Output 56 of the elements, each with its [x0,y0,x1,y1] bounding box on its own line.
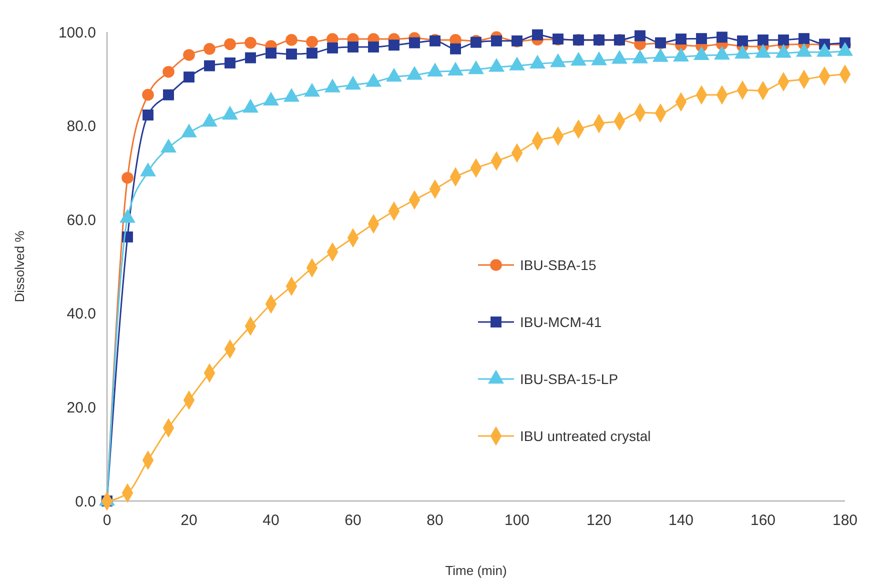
legend-label: IBU-MCM-41 [520,314,602,330]
point [163,89,174,100]
point [286,34,298,46]
point [306,48,318,59]
legend-label: IBU untreated crystal [520,428,651,444]
point [244,36,256,49]
legend-label: IBU-SBA-15-LP [520,370,618,387]
point [758,34,768,46]
point [306,36,318,48]
x-tick-label: 80 [426,512,444,529]
point [368,42,379,52]
x-tick-label: 100 [504,512,530,529]
point [224,57,236,68]
point [716,32,728,43]
point [491,35,502,46]
y-tick-label: 80.0 [66,118,96,136]
y-tick-label: 100.0 [58,24,96,42]
point [142,88,154,101]
point [162,66,174,78]
y-tick-label: 60.0 [66,212,96,229]
point [696,33,707,44]
x-tick-label: 60 [344,512,362,529]
point [798,33,810,44]
y-tick-label: 40.0 [66,306,96,323]
point [388,40,400,51]
point [778,34,789,46]
point [204,60,215,72]
point [245,52,256,64]
point [184,72,194,82]
point [532,29,543,40]
point [634,30,646,42]
x-tick-label: 20 [180,512,198,529]
point [327,42,338,54]
x-tick-label: 140 [668,512,694,529]
point [142,110,154,120]
y-tick-label: 0.0 [75,493,96,510]
point [224,38,236,50]
y-tick-label: 20.0 [66,399,96,416]
x-tick-label: 120 [586,512,612,529]
x-axis-title: Time (min) [445,563,507,578]
point [450,43,461,54]
point [676,34,686,45]
legend-label: IBU-SBA-15 [520,256,596,273]
x-tick-label: 0 [102,512,112,529]
point [266,48,276,59]
y-axis-title: Dissolved % [12,230,27,302]
x-tick-label: 160 [750,512,776,529]
point [348,42,358,52]
point [204,42,216,55]
x-tick-label: 180 [832,512,858,529]
point [286,48,297,60]
point [122,172,134,184]
point [409,37,420,48]
x-tick-label: 40 [262,512,280,529]
point [183,49,195,61]
point [737,35,748,46]
